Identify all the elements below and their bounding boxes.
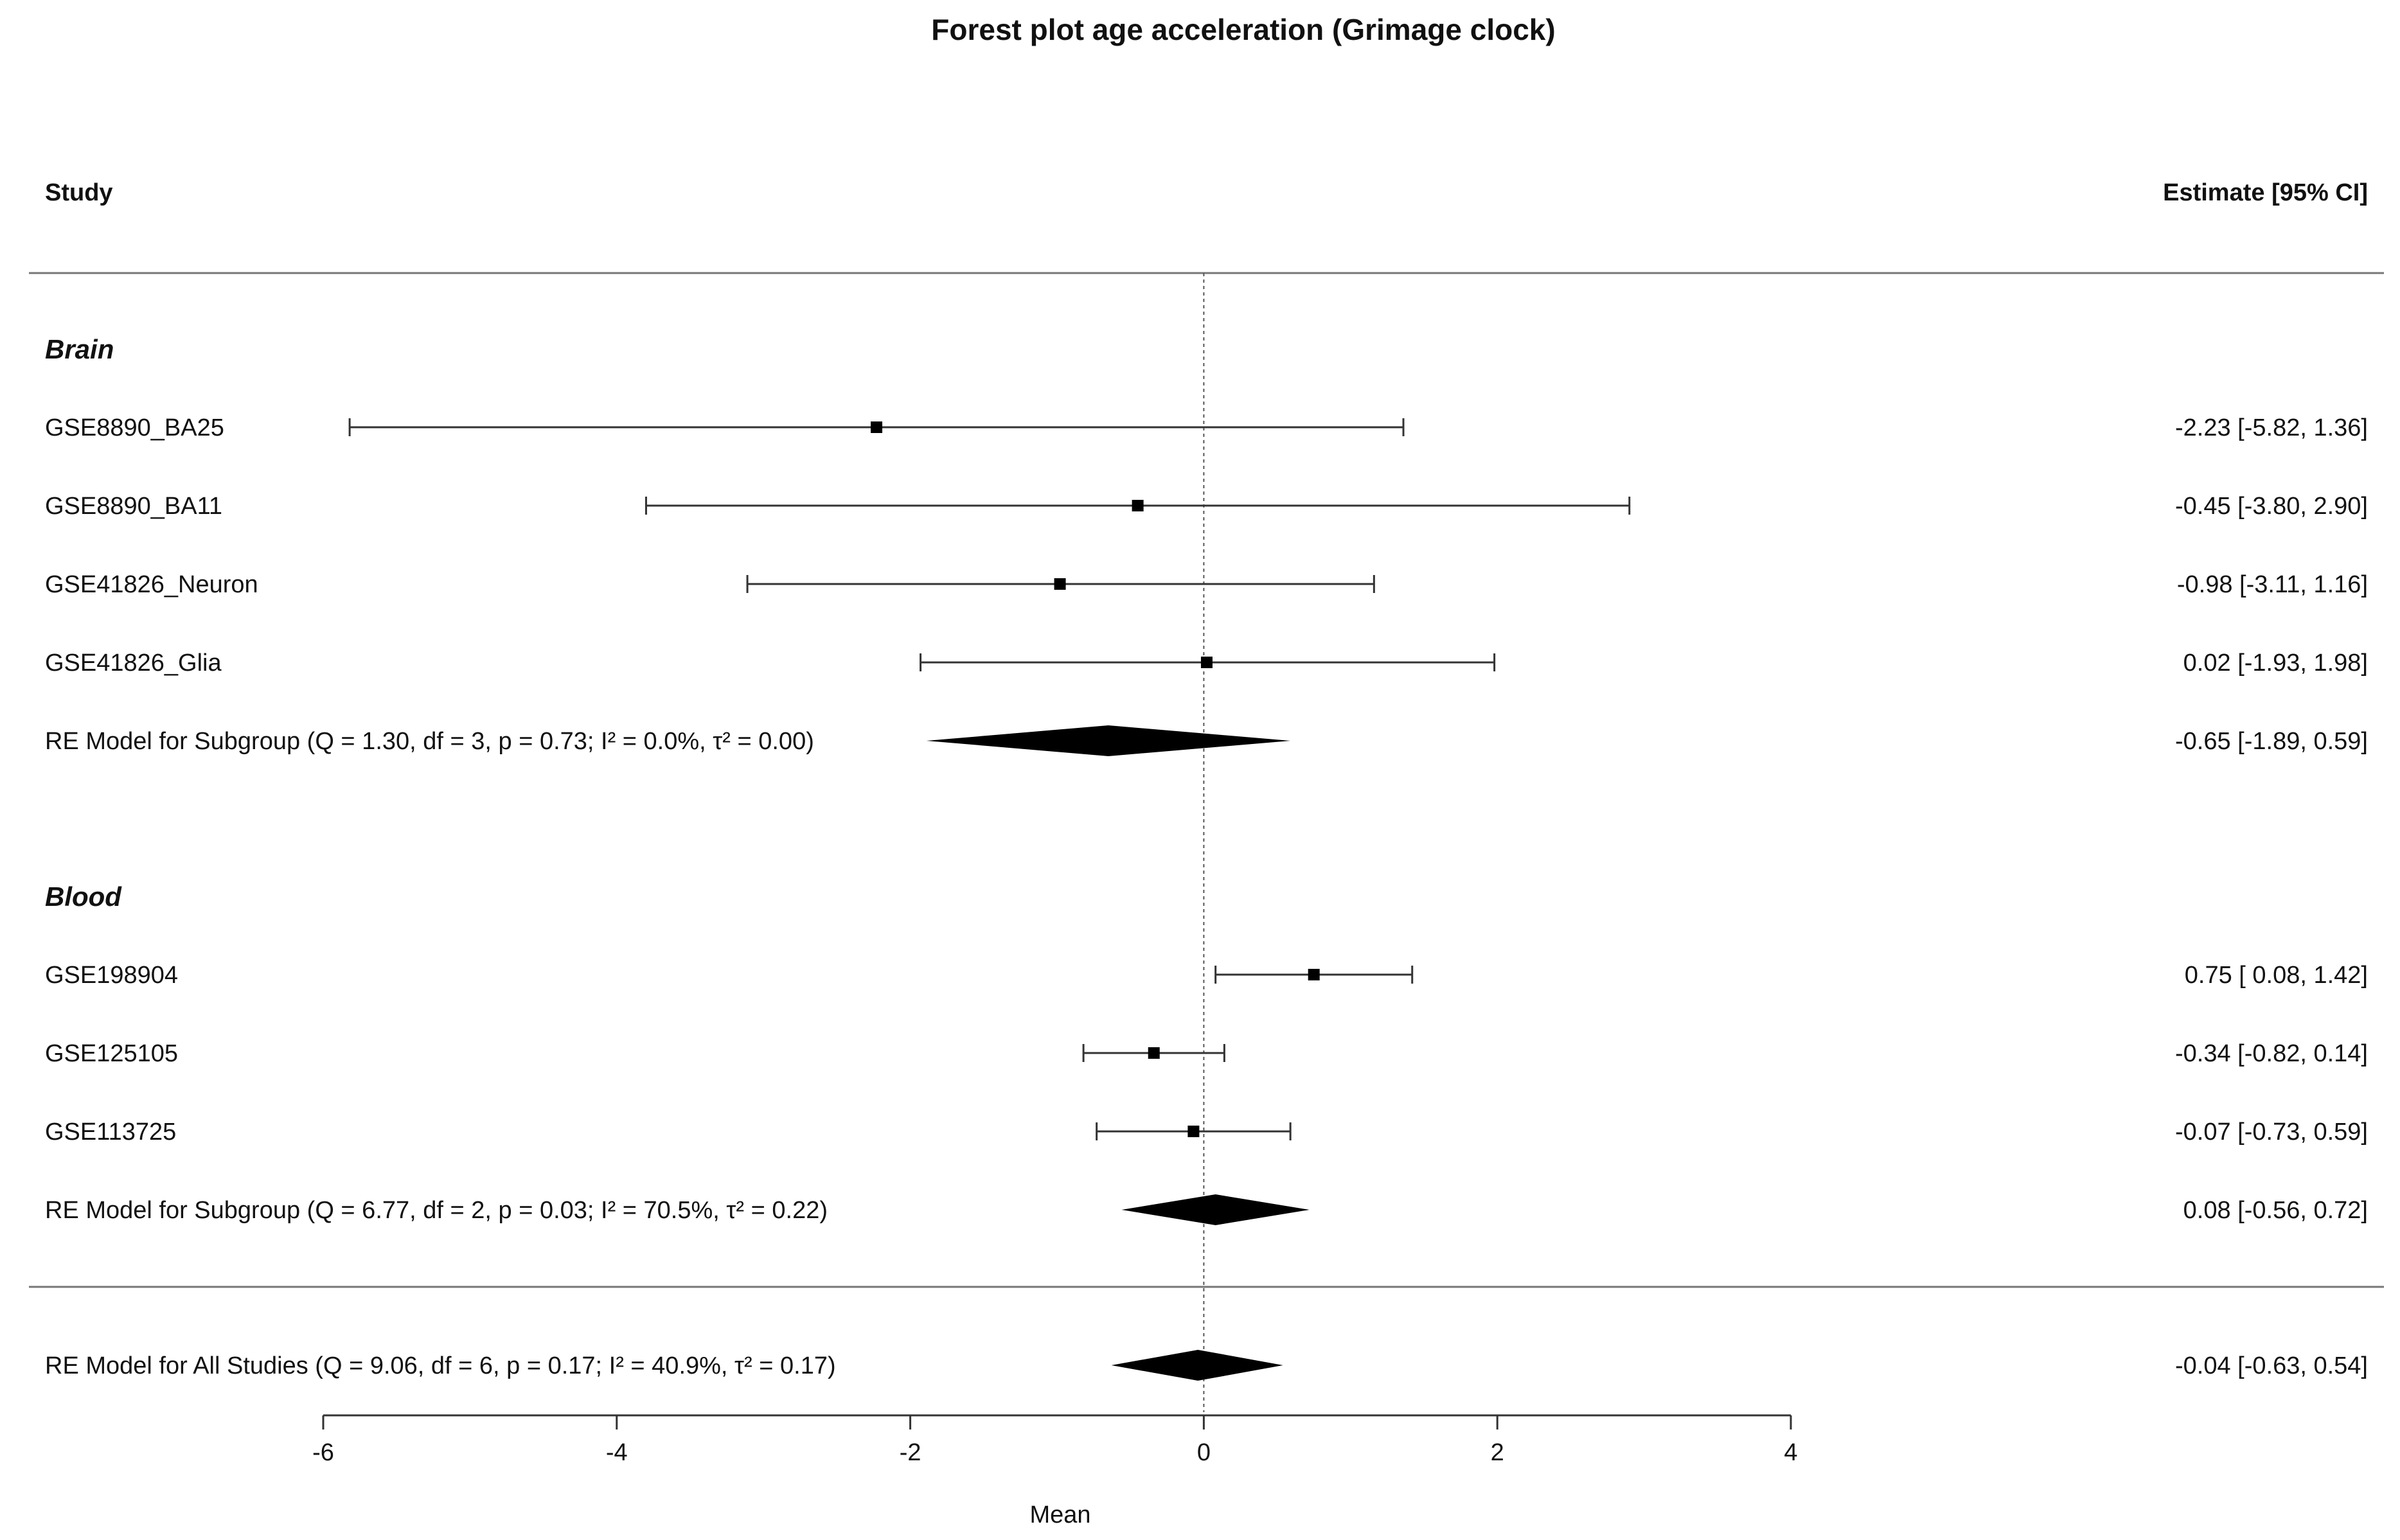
- x-tick-label: -4: [606, 1439, 628, 1466]
- study-label: GSE8890_BA25: [45, 414, 224, 441]
- x-tick-label: 2: [1491, 1439, 1504, 1466]
- study-estimate: -2.23 [-5.82, 1.36]: [2175, 414, 2368, 441]
- study-label: GSE113725: [45, 1119, 176, 1146]
- point-estimate: [1054, 578, 1066, 590]
- study-estimate: -0.07 [-0.73, 0.59]: [2175, 1119, 2368, 1146]
- point-estimate: [1148, 1047, 1160, 1059]
- study-estimate: -0.34 [-0.82, 0.14]: [2175, 1040, 2368, 1067]
- study-estimate: -0.45 [-3.80, 2.90]: [2175, 493, 2368, 520]
- overall-summary-label: RE Model for All Studies (Q = 9.06, df =…: [45, 1352, 836, 1379]
- header-study: Study: [45, 179, 113, 206]
- study-estimate: 0.75 [ 0.08, 1.42]: [2185, 962, 2368, 989]
- chart-title: Forest plot age acceleration (Grimage cl…: [931, 13, 1555, 46]
- study-label: GSE125105: [45, 1040, 178, 1067]
- x-tick-label: 0: [1197, 1439, 1211, 1466]
- subgroup-summary-estimate: -0.65 [-1.89, 0.59]: [2175, 728, 2368, 755]
- point-estimate: [1308, 969, 1320, 980]
- overall-summary-diamond: [1111, 1350, 1283, 1381]
- subgroup-summary-diamond: [1121, 1194, 1310, 1225]
- header-estimate: Estimate [95% CI]: [2163, 179, 2368, 206]
- plot-layer: Brain GSE8890_BA25 -2.23 [-5.82, 1.36] GSE8…: [45, 273, 2368, 1466]
- study-label: GSE41826_Neuron: [45, 571, 258, 598]
- study-estimate: 0.02 [-1.93, 1.98]: [2183, 650, 2368, 677]
- point-estimate: [1132, 500, 1144, 511]
- subgroup-summary-diamond: [926, 725, 1291, 756]
- study-estimate: -0.98 [-3.11, 1.16]: [2177, 571, 2368, 598]
- point-estimate: [1187, 1126, 1200, 1137]
- subgroup-summary-label: RE Model for Subgroup (Q = 1.30, df = 3,…: [45, 728, 814, 755]
- point-estimate: [1200, 657, 1213, 668]
- overall-summary-estimate: -0.04 [-0.63, 0.54]: [2175, 1352, 2368, 1379]
- x-tick-label: 4: [1784, 1439, 1797, 1466]
- study-label: GSE41826_Glia: [45, 650, 222, 677]
- point-estimate: [871, 421, 883, 433]
- x-axis-label: Mean: [1029, 1501, 1090, 1528]
- study-label: GSE198904: [45, 962, 178, 989]
- group-heading: Blood: [45, 881, 122, 912]
- subgroup-summary-label: RE Model for Subgroup (Q = 6.77, df = 2,…: [45, 1197, 828, 1224]
- group-heading: Brain: [45, 334, 114, 364]
- x-tick-label: -2: [900, 1439, 921, 1466]
- subgroup-summary-estimate: 0.08 [-0.56, 0.72]: [2183, 1197, 2368, 1224]
- study-label: GSE8890_BA11: [45, 493, 222, 520]
- x-tick-label: -6: [312, 1439, 334, 1466]
